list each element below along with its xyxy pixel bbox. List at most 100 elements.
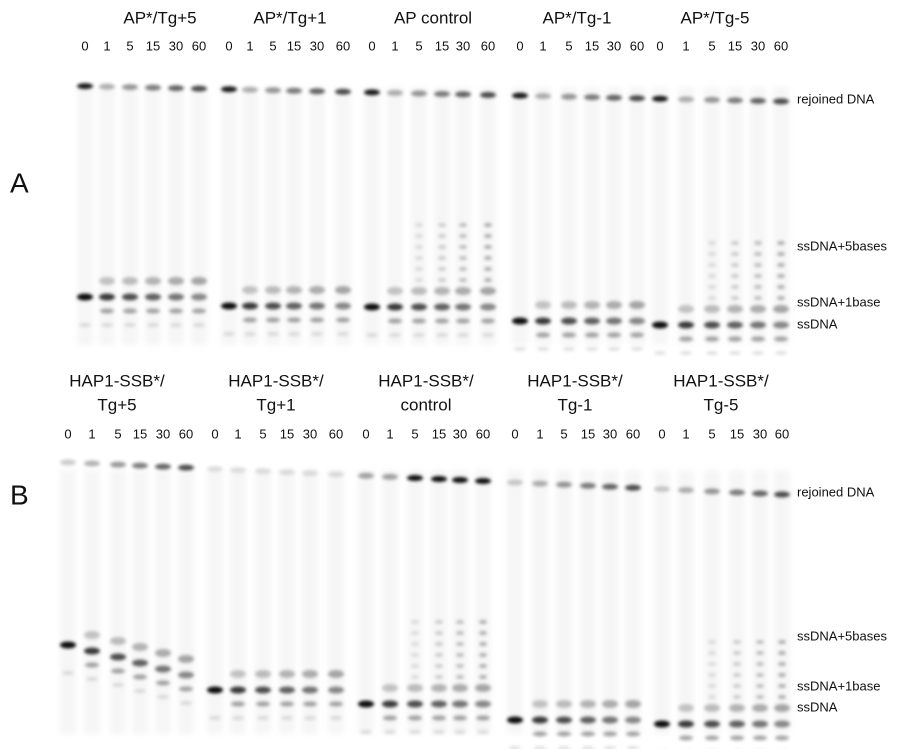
lane-smear	[207, 470, 223, 734]
band	[704, 720, 720, 728]
band	[243, 317, 257, 323]
band	[411, 631, 419, 635]
band	[133, 674, 147, 680]
band	[727, 321, 743, 329]
band	[411, 303, 427, 311]
lane-label: 5	[114, 426, 121, 441]
band	[708, 662, 716, 666]
band	[678, 704, 694, 712]
band	[438, 245, 446, 249]
band	[170, 323, 182, 327]
lane-label: 0	[516, 38, 523, 53]
band	[286, 302, 302, 310]
lane-label: 0	[211, 426, 218, 441]
band	[411, 664, 419, 668]
band	[756, 684, 764, 688]
band	[242, 286, 258, 294]
band	[753, 735, 767, 741]
lane-label: 0	[64, 426, 71, 441]
lane-label: 60	[774, 38, 788, 53]
band	[754, 285, 762, 289]
band	[774, 336, 788, 342]
band	[415, 267, 423, 271]
band	[705, 336, 719, 342]
lane-label: 0	[81, 38, 88, 53]
lane-label: 30	[169, 38, 183, 53]
band	[708, 274, 716, 278]
band	[110, 653, 126, 661]
band	[132, 659, 148, 667]
band	[580, 700, 596, 708]
band	[484, 278, 492, 282]
band	[457, 333, 469, 337]
band	[438, 256, 446, 260]
band	[459, 267, 467, 271]
band	[435, 620, 443, 624]
band	[754, 252, 762, 256]
band	[604, 746, 616, 749]
band	[407, 684, 423, 692]
band	[582, 746, 594, 749]
band	[459, 234, 467, 238]
band	[750, 321, 766, 329]
band	[328, 670, 344, 678]
band	[110, 637, 126, 645]
lane-label: 5	[411, 426, 418, 441]
band	[155, 665, 171, 673]
band	[708, 640, 716, 644]
band	[60, 459, 76, 466]
lane-label: 15	[146, 38, 160, 53]
band	[777, 285, 785, 289]
band	[366, 333, 378, 337]
group-label: AP*/Tg-5	[681, 8, 750, 27]
lane-smear	[110, 470, 126, 734]
band	[459, 223, 467, 227]
band	[580, 716, 596, 724]
band	[387, 89, 403, 96]
band	[629, 95, 645, 102]
band	[756, 651, 764, 655]
band	[132, 643, 148, 651]
lane-label: 1	[539, 38, 546, 53]
band	[556, 481, 572, 488]
band	[77, 83, 93, 90]
band	[774, 720, 790, 728]
band	[556, 716, 572, 724]
band	[484, 223, 492, 227]
band	[561, 317, 577, 325]
band	[754, 274, 762, 278]
lane-smear	[774, 470, 790, 734]
band	[607, 332, 621, 338]
lane-label: 1	[234, 426, 241, 441]
lane-label: 5	[560, 426, 567, 441]
band	[302, 670, 318, 678]
band	[756, 673, 764, 677]
band	[708, 296, 716, 300]
band	[382, 473, 398, 480]
band	[537, 347, 549, 351]
band	[778, 640, 786, 644]
band	[533, 731, 547, 737]
lane-smear	[279, 470, 295, 734]
band	[756, 695, 764, 699]
group-label: HAP1-SSB*/	[228, 371, 324, 390]
band	[586, 347, 598, 351]
lane-smear	[729, 470, 745, 734]
band	[562, 332, 576, 338]
group-label: HAP1-SSB*/	[527, 371, 623, 390]
band	[581, 731, 595, 737]
band	[145, 293, 161, 301]
lane-label: 0	[362, 426, 369, 441]
band	[773, 98, 789, 105]
band	[631, 347, 643, 351]
band	[627, 746, 639, 749]
band	[328, 471, 344, 478]
lane-smear	[752, 470, 768, 734]
lane-smear	[77, 87, 93, 345]
lane-smear	[168, 87, 184, 345]
band	[678, 305, 694, 313]
band	[77, 293, 93, 301]
band	[479, 631, 487, 635]
lane-label: 0	[225, 38, 232, 53]
